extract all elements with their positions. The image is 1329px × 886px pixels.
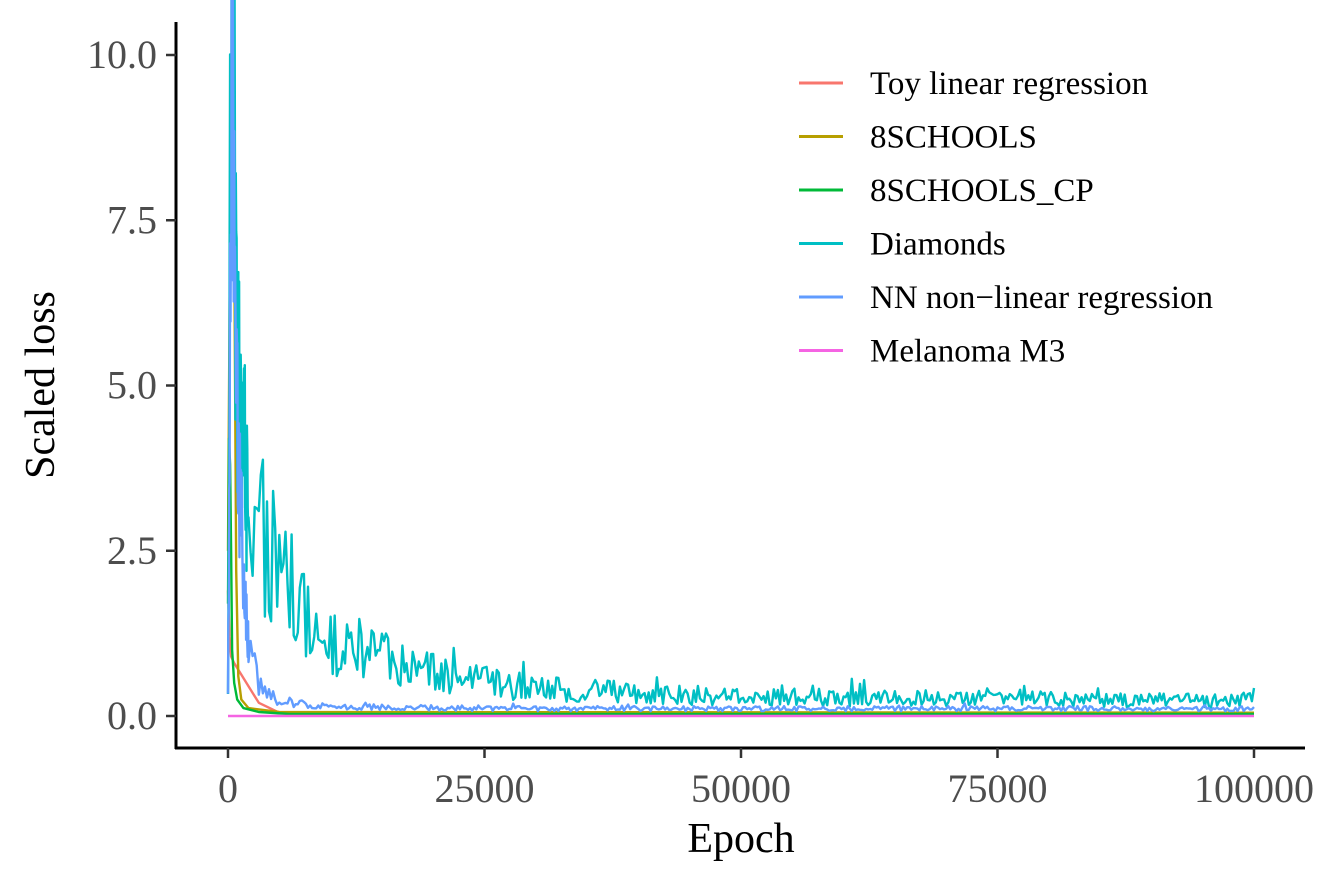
y-tick-label: 10.0 xyxy=(87,32,157,77)
series-line-8schools-cp xyxy=(226,437,1254,716)
x-axis-ticks: 0 25000 50000 75000 100000 xyxy=(218,748,1314,811)
y-tick-label: 2.5 xyxy=(107,528,157,573)
x-tick-label: 75000 xyxy=(948,766,1048,811)
x-tick-label: 50000 xyxy=(691,766,791,811)
series-line-8schools xyxy=(226,86,1255,714)
y-axis-ticks: 0.0 2.5 5.0 7.5 10.0 xyxy=(87,32,176,738)
legend-label-8schools-cp: 8SCHOOLS_CP xyxy=(870,173,1094,209)
legend-label-diamonds: Diamonds xyxy=(870,227,1006,263)
y-tick-label: 5.0 xyxy=(107,363,157,408)
x-tick-label: 25000 xyxy=(435,766,535,811)
series-line-nn-non-linear-regression xyxy=(226,0,1255,713)
y-tick-label: 0.0 xyxy=(107,693,157,738)
x-tick-label: 0 xyxy=(218,766,238,811)
legend-label-toy-linear-regression: Toy linear regression xyxy=(870,66,1148,102)
x-tick-label: 100000 xyxy=(1194,766,1314,811)
series-line-diamonds xyxy=(226,0,1256,709)
x-axis-title: Epoch xyxy=(687,816,794,862)
legend: Toy linear regression 8SCHOOLS 8SCHOOLS_CP… xyxy=(799,66,1213,370)
legend-label-nn-non-linear-regression: NN non−linear regression xyxy=(870,280,1213,316)
legend-label-melanoma-m3: Melanoma M3 xyxy=(870,334,1065,370)
legend-label-8schools: 8SCHOOLS xyxy=(870,120,1037,156)
y-tick-label: 7.5 xyxy=(107,197,157,242)
series-lines xyxy=(226,0,1256,718)
y-axis-title: Scaled loss xyxy=(18,291,64,479)
